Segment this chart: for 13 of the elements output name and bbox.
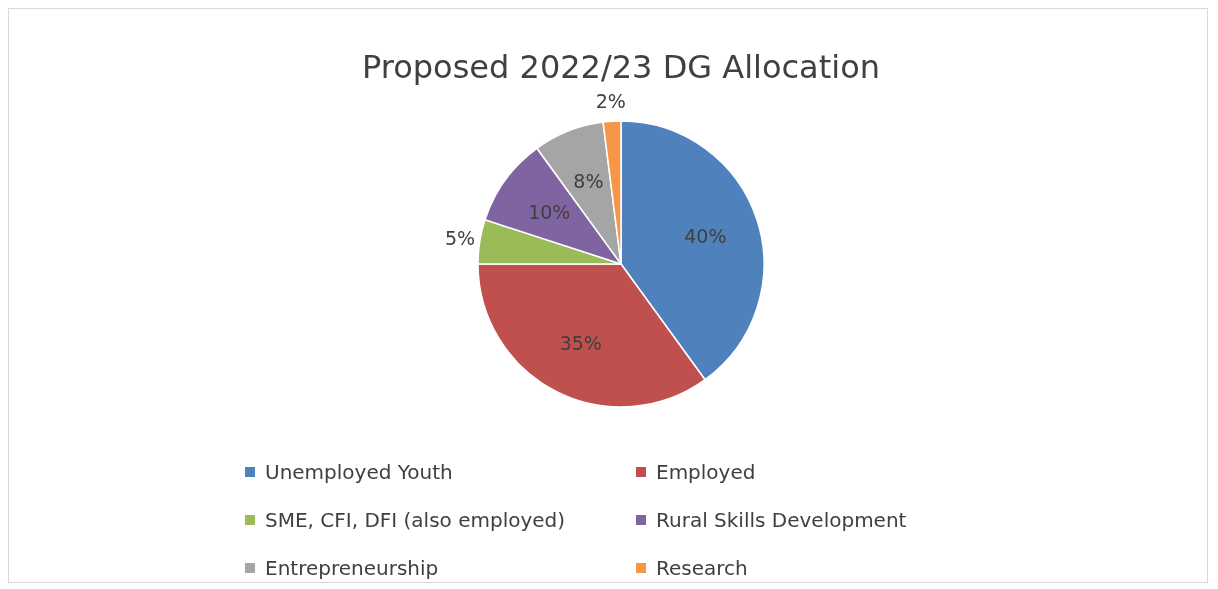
legend-label: Unemployed Youth	[265, 460, 453, 484]
legend-label: Employed	[656, 460, 756, 484]
data-label: 10%	[528, 200, 571, 223]
data-label: 5%	[444, 227, 476, 250]
chart-title: Proposed 2022/23 DG Allocation	[362, 48, 880, 86]
legend-label: Entrepreneurship	[265, 556, 439, 580]
legend-label: Research	[656, 556, 748, 580]
legend-label: SME, CFI, DFI (also employed)	[265, 508, 566, 532]
data-label: 40%	[684, 225, 727, 248]
data-label: 8%	[573, 170, 604, 193]
legend-label: Rural Skills Development	[656, 508, 907, 532]
data-label: 2%	[595, 89, 626, 112]
data-label: 35%	[559, 331, 602, 354]
